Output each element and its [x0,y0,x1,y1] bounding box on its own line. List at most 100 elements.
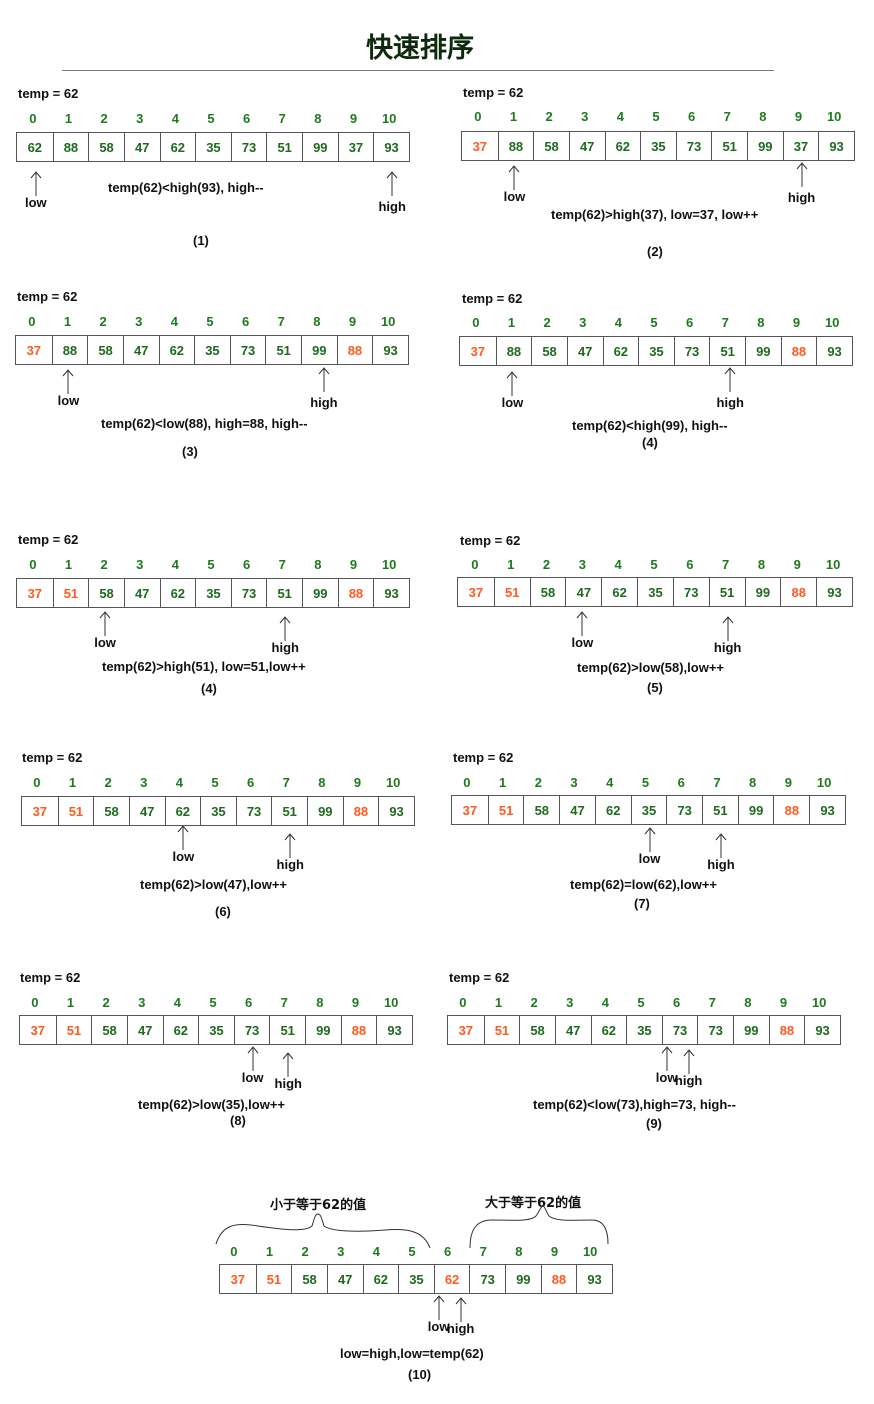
array-cell: 99 [302,579,338,607]
array-cell: 73 [675,132,712,160]
index-label: 0 [230,1244,238,1259]
array-cell: 35 [195,579,231,607]
step-number: (9) [646,1116,662,1131]
index-label: 4 [175,775,183,790]
index-label: 3 [140,775,148,790]
index-label: 3 [578,557,586,572]
index-label: 5 [652,109,660,124]
index-label: 6 [247,775,255,790]
index-label: 2 [543,315,551,330]
index-label: 2 [100,111,108,126]
array-cell: 62 [601,578,637,606]
temp-label: temp = 62 [460,533,521,548]
array-cell: 51 [265,336,301,364]
array-cell: 37 [458,1022,474,1038]
index-label: 6 [673,995,681,1010]
high-label: high [271,640,299,655]
step-number: (3) [182,444,198,459]
high-label: high [707,857,735,872]
index-label: 2 [104,775,112,790]
index-label: 5 [650,557,658,572]
index-label: 10 [380,314,396,329]
step-note: temp(62)>low(58),low++ [577,660,725,675]
array-cell: 88 [495,337,532,365]
arrow-up-icon [710,366,750,392]
array-cell: 47 [565,578,601,606]
array-row: 37 51 58 47 62 35 62 73 99 88 93 [219,1264,613,1294]
index-label: 7 [713,775,721,790]
low-label: low [571,635,594,650]
array-cell: 51 [487,796,524,824]
index-label: 4 [616,109,624,124]
array-cell: 58 [529,578,566,606]
array-cell: 37 [468,584,484,600]
arrow-up-icon [48,368,88,394]
index-label: 2 [99,314,107,329]
array-cell: 62 [159,579,196,607]
index-label: 9 [793,557,801,572]
step-note: temp(62)<high(99), high-- [572,418,728,433]
array-row: 62 88 58 47 62 35 73 51 99 37 93 [16,132,410,162]
index-label: 9 [349,557,358,572]
array-cell: 35 [640,132,676,160]
index-label: 8 [314,111,322,126]
high-pointer: high [782,161,822,205]
index-label: 7 [723,109,731,124]
index-label: 7 [277,314,285,329]
index-label: 6 [444,1244,452,1259]
index-label: 8 [744,995,752,1010]
index-label: 3 [136,111,144,126]
index-label: 8 [749,775,757,790]
high-label: high [674,1073,703,1088]
array-cell: 62 [433,1265,470,1293]
step-note: temp(62)>low(35),low++ [138,1097,286,1112]
arrow-up-icon [647,1045,687,1071]
array-row: 37 51 58 47 62 35 73 51 99 88 93 [19,1015,413,1045]
low-pointer: low [16,170,56,210]
index-label: 3 [135,314,143,329]
index-label: 9 [794,109,803,124]
index-label: 1 [507,557,515,572]
arrow-up-icon [372,170,412,196]
high-label: high [446,1321,475,1336]
low-pointer: low [48,368,88,408]
array-cell: 73 [233,1016,270,1044]
index-label: 9 [349,111,358,126]
array-cell: 88 [337,579,374,607]
array-cell: 35 [626,1016,662,1044]
array-cell: 88 [773,796,809,824]
array-cell: 58 [88,133,124,161]
index-label: 2 [100,557,108,572]
high-label: high [276,857,304,872]
index-label: 4 [173,995,181,1010]
array-cell: 58 [519,1016,555,1044]
low-label: low [94,635,116,650]
index-label: 9 [353,775,362,790]
step-note: temp(62)>low(47),low++ [140,877,288,892]
array-cell: 88 [342,797,379,825]
index-label: 4 [614,557,622,572]
temp-label: temp = 62 [20,970,81,985]
arrow-up-icon [441,1296,481,1322]
array-cell: 93 [809,796,845,824]
array-cell: 37 [462,802,478,818]
array-cell: 51 [55,1016,92,1044]
array-cell: 73 [673,337,710,365]
step-note: low=high,low=temp(62) [340,1346,484,1361]
index-label: 1 [494,995,503,1010]
index-label: 7 [721,315,729,330]
array-row: 37 88 58 47 62 35 73 51 99 88 93 [459,336,853,366]
array-cell: 37 [782,132,819,160]
high-pointer: high [710,366,750,410]
index-label: 10 [381,557,397,572]
index-label: 0 [459,995,467,1010]
array-cell: 47 [126,1016,163,1044]
array-cell: 88 [540,1265,577,1293]
array-cell: 51 [266,579,302,607]
index-label: 3 [566,995,574,1010]
low-label: low [655,1070,678,1085]
temp-label: temp = 62 [18,532,79,547]
array-cell: 62 [162,1016,199,1044]
array-cell: 51 [493,578,530,606]
arrow-up-icon [562,610,602,636]
